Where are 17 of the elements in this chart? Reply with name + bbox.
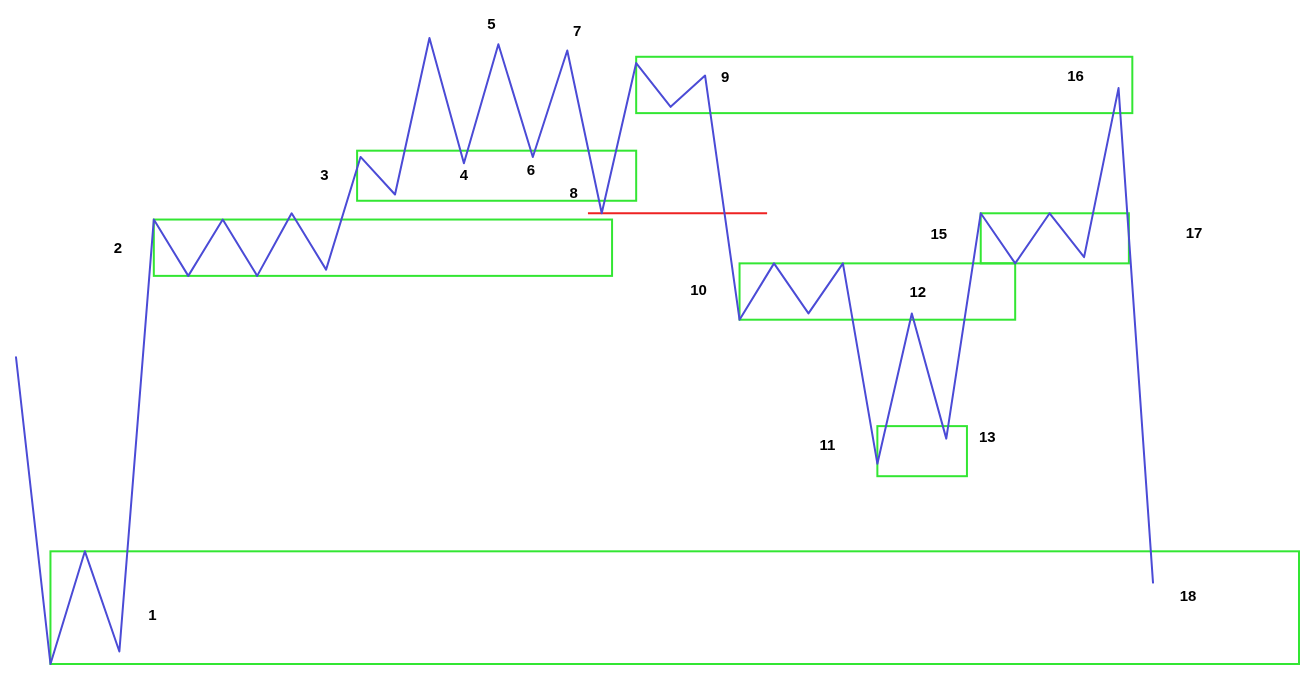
annotation: 8 (569, 184, 578, 202)
annotation: 12 (909, 283, 927, 301)
annotation: 9 (720, 67, 730, 85)
annotation: 13 (978, 427, 996, 445)
text: 17 (1185, 224, 1203, 242)
annotation: 10 (690, 280, 707, 298)
text: 18 (1179, 586, 1197, 604)
text: 5 (487, 15, 496, 33)
annotation: 6 (526, 160, 535, 178)
annotation: 4 (459, 166, 469, 184)
annotation: 16 (1067, 67, 1084, 85)
annotation: 1 (148, 606, 157, 624)
annotation: 2 (113, 238, 122, 256)
annotation: 3 (320, 165, 329, 183)
annotation: 7 (573, 22, 582, 40)
annotation: 11 (819, 435, 836, 453)
annotation: 15 (930, 225, 948, 243)
